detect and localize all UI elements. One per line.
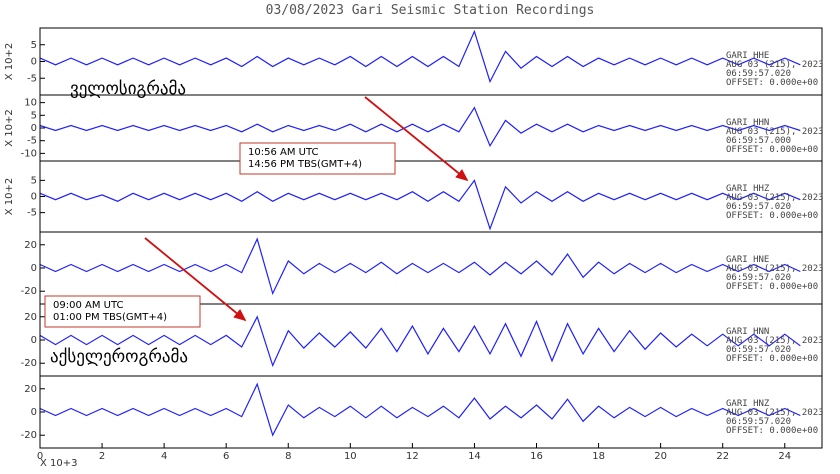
- station-info: AUG 03 (215), 2023: [726, 60, 824, 70]
- station-info: GARI HNN: [726, 327, 769, 337]
- station-info: OFFSET: 0.000e+00: [726, 282, 818, 292]
- y-tick-label: 0: [31, 263, 37, 274]
- chart-title: 03/08/2023 Gari Seismic Station Recordin…: [266, 3, 595, 18]
- station-info: OFFSET: 0.000e+00: [726, 354, 818, 364]
- x-tick-label: 6: [223, 451, 229, 462]
- trace: [39, 237, 801, 296]
- y-axis-label: X 10+2: [4, 43, 15, 81]
- y-tick-label: 20: [24, 240, 37, 251]
- x-tick-label: 20: [654, 451, 667, 462]
- y-tick-label: 20: [24, 384, 37, 395]
- annotation-frame: [239, 142, 396, 175]
- station-info: 06:59:57.020: [726, 69, 791, 79]
- station-info: AUG 03 (215), 2023: [726, 264, 824, 274]
- x-tick-label: 10: [344, 451, 357, 462]
- station-info: 06:59:57.020: [726, 345, 791, 355]
- annotation-frame: [44, 295, 201, 328]
- y-tick-label: 0: [31, 407, 37, 418]
- x-tick-label: 12: [406, 451, 419, 462]
- x-tick-label: 16: [530, 451, 543, 462]
- y-tick-label: -20: [21, 430, 37, 441]
- y-tick-label: 0: [31, 335, 37, 346]
- station-info: GARI HHE: [726, 51, 769, 61]
- station-info: AUG 03 (215), 2023: [726, 193, 824, 203]
- y-tick-label: -5: [27, 73, 37, 84]
- y-tick-label: -20: [21, 358, 37, 369]
- station-info: OFFSET: 0.000e+00: [726, 426, 818, 436]
- annotation-text: 09:00 AM UTC: [53, 300, 123, 311]
- y-tick-label: 0: [31, 192, 37, 203]
- station-info: 06:59:57.000: [726, 136, 791, 146]
- station-info: AUG 03 (215), 2023: [726, 336, 824, 346]
- station-info: OFFSET: 0.000e+00: [726, 211, 818, 221]
- trace: [39, 382, 801, 437]
- y-tick-label: -5: [27, 208, 37, 219]
- x-tick-label: 8: [285, 451, 291, 462]
- y-tick-label: 10: [24, 98, 37, 109]
- velocity-label: ველოსიგრამა: [70, 79, 186, 99]
- x-tick-label: 4: [161, 451, 167, 462]
- station-info: AUG 03 (215), 2023: [726, 127, 824, 137]
- trace: [39, 315, 801, 368]
- trace: [39, 179, 801, 231]
- y-tick-label: 0: [31, 123, 37, 134]
- y-tick-label: 20: [24, 312, 37, 323]
- station-info: OFFSET: 0.000e+00: [726, 78, 818, 88]
- acceleration-label: აქსელეროგრამა: [50, 347, 188, 367]
- station-info: GARI HHN: [726, 118, 769, 128]
- station-info: GARI HHZ: [726, 184, 770, 194]
- station-info: AUG 03 (215), 2023: [726, 408, 824, 418]
- y-axis-label: X 10+2: [4, 109, 15, 147]
- y-tick-label: 5: [31, 40, 37, 51]
- x-tick-label: 22: [716, 451, 729, 462]
- x-tick-label: 2: [99, 451, 105, 462]
- annotation-text: 01:00 PM TBS(GMT+4): [53, 312, 167, 323]
- y-axis-label: X 10+2: [4, 178, 15, 216]
- y-tick-label: -5: [27, 136, 37, 147]
- x-tick-label: 24: [778, 451, 791, 462]
- panel-frame: [39, 375, 823, 449]
- arrow: [144, 237, 247, 322]
- x-tick-label: 0: [37, 451, 43, 462]
- trace: [39, 106, 801, 148]
- annotation-text: 10:56 AM UTC: [248, 147, 318, 158]
- arrow: [364, 96, 469, 182]
- x-tick-label: 14: [468, 451, 481, 462]
- y-tick-label: -20: [21, 286, 37, 297]
- y-tick-label: -10: [21, 148, 37, 159]
- annotation-text: 14:56 PM TBS(GMT+4): [248, 159, 362, 170]
- x-tick-label: 18: [592, 451, 605, 462]
- station-info: 06:59:57.020: [726, 202, 791, 212]
- station-info: 06:59:57.020: [726, 273, 791, 283]
- station-info: OFFSET: 0.000e+00: [726, 145, 818, 155]
- station-info: GARI HNZ: [726, 399, 770, 409]
- y-tick-label: 5: [31, 175, 37, 186]
- station-info: GARI HNE: [726, 255, 769, 265]
- y-tick-label: 5: [31, 110, 37, 121]
- x-axis-label: X 10+3: [40, 458, 78, 469]
- trace: [39, 29, 801, 84]
- y-tick-label: 0: [31, 57, 37, 68]
- station-info: 06:59:57.020: [726, 417, 791, 427]
